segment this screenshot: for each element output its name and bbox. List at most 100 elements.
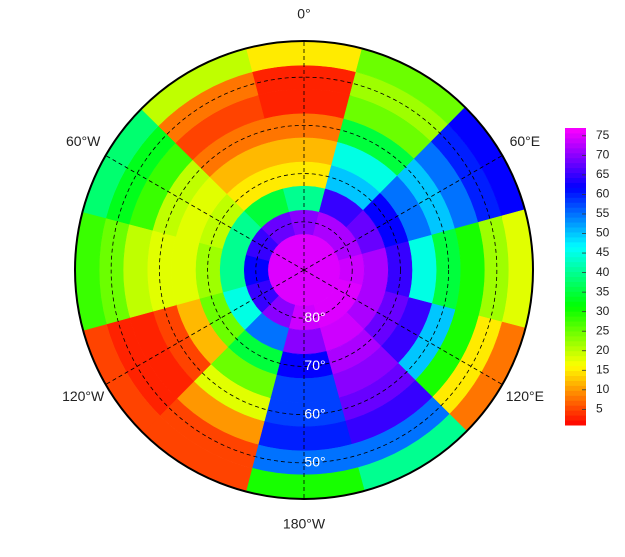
- colorbar-step: [565, 236, 586, 243]
- colorbar-tick-label: 45: [596, 245, 610, 259]
- colorbar-tick-label: 25: [596, 323, 610, 337]
- colorbar-tick-label: 30: [596, 304, 610, 318]
- colorbar-step: [565, 207, 586, 213]
- colorbar-step: [565, 306, 586, 312]
- colorbar-step: [565, 355, 586, 362]
- lon-label: 0°: [297, 6, 310, 22]
- colorbar-step: [565, 271, 586, 277]
- colorbar-step: [565, 256, 586, 263]
- colorbar-step: [565, 410, 586, 416]
- field-cell: [219, 247, 247, 293]
- lat-grid-line: [158, 124, 450, 416]
- colorbar-step: [565, 217, 586, 223]
- colorbar-step: [565, 231, 586, 238]
- lon-label: 120°W: [62, 388, 105, 404]
- lon-label: 180°W: [283, 516, 326, 532]
- colorbar-step: [565, 162, 586, 169]
- colorbar-step: [565, 286, 586, 292]
- colorbar-step: [565, 370, 586, 376]
- colorbar-step: [565, 375, 586, 381]
- colorbar-tick-label: 5: [596, 402, 603, 416]
- colorbar-step: [565, 415, 586, 421]
- colorbar-step: [565, 187, 586, 193]
- colorbar-step: [565, 241, 586, 248]
- colorbar-step: [565, 360, 586, 367]
- colorbar-step: [565, 167, 586, 174]
- colorbar-step: [565, 152, 586, 159]
- lon-grid-line: [105, 155, 305, 271]
- colorbar-step: [565, 335, 586, 342]
- colorbar-step: [565, 251, 586, 258]
- colorbar-step: [565, 137, 586, 144]
- colorbar-step: [565, 340, 586, 347]
- colorbar-tick-label: 20: [596, 343, 610, 357]
- colorbar-step: [565, 311, 586, 317]
- colorbar-step: [565, 365, 586, 372]
- lat-label: 50°: [304, 454, 325, 470]
- colorbar-step: [565, 385, 586, 391]
- colorbar-step: [565, 147, 586, 154]
- lon-label: 60°W: [66, 133, 101, 149]
- map-border: [74, 40, 534, 500]
- colorbar-tick-label: 15: [596, 362, 610, 376]
- lon-grid-line: [303, 155, 503, 271]
- field-cell: [385, 241, 413, 299]
- colorbar-step: [565, 157, 586, 164]
- colorbar-step: [565, 222, 586, 228]
- lat-grid-line: [207, 173, 401, 367]
- colorbar-tick-label: 50: [596, 226, 610, 240]
- colorbar-step: [565, 390, 586, 396]
- field-cell: [408, 234, 437, 306]
- colorbar-step: [565, 395, 586, 401]
- colorbar-step: [565, 192, 586, 198]
- colorbar-step: [565, 321, 586, 327]
- field-cell: [361, 247, 389, 293]
- colorbar-step: [565, 261, 586, 268]
- colorbar-step: [565, 142, 586, 149]
- colorbar-step: [565, 316, 586, 322]
- colorbar-step: [565, 276, 586, 282]
- colorbar-step: [565, 350, 586, 357]
- lon-label: 60°E: [510, 133, 541, 149]
- field-cell: [171, 234, 200, 306]
- colorbar-tick-label: 70: [596, 148, 610, 162]
- colorbar-step: [565, 291, 586, 297]
- lat-label: 70°: [304, 357, 325, 373]
- colorbar-tick-label: 65: [596, 167, 610, 181]
- colorbar-tick-label: 55: [596, 206, 610, 220]
- colorbar-step: [565, 212, 586, 218]
- colorbar-tick-label: 40: [596, 265, 610, 279]
- colorbar-step: [565, 330, 586, 337]
- colorbar-step: [565, 202, 586, 208]
- colorbar-tick-label: 60: [596, 187, 610, 201]
- lat-label: 60°: [304, 405, 325, 421]
- lat-grid-line: [255, 221, 353, 319]
- colorbar-step: [565, 400, 586, 406]
- colorbar-tick-label: 10: [596, 382, 610, 396]
- colorbar-step: [565, 227, 586, 233]
- colorbar-step: [565, 172, 586, 178]
- colorbar-step: [565, 281, 586, 287]
- colorbar-step: [565, 177, 586, 183]
- colorbar-tick-label: 75: [596, 128, 610, 142]
- colorbar-step: [565, 266, 586, 273]
- colorbar-step: [565, 405, 586, 411]
- colorbar-step: [565, 132, 586, 139]
- colorbar-step: [565, 296, 586, 302]
- lon-grid-line: [303, 269, 503, 385]
- lat-label: 80°: [304, 309, 325, 325]
- lon-grid-line: [105, 269, 305, 385]
- colorbar-step: [565, 182, 586, 188]
- colorbar-step: [565, 197, 586, 203]
- colorbar-step: [565, 301, 586, 307]
- field-cell: [195, 241, 223, 299]
- colorbar-step: [565, 326, 586, 332]
- colorbar-step: [565, 128, 586, 134]
- colorbar-step: [565, 420, 586, 426]
- colorbar-step: [565, 345, 586, 352]
- colorbar-tick-label: 35: [596, 284, 610, 298]
- colorbar-step: [565, 380, 586, 386]
- colorbar-step: [565, 246, 586, 253]
- lon-label: 120°E: [506, 388, 544, 404]
